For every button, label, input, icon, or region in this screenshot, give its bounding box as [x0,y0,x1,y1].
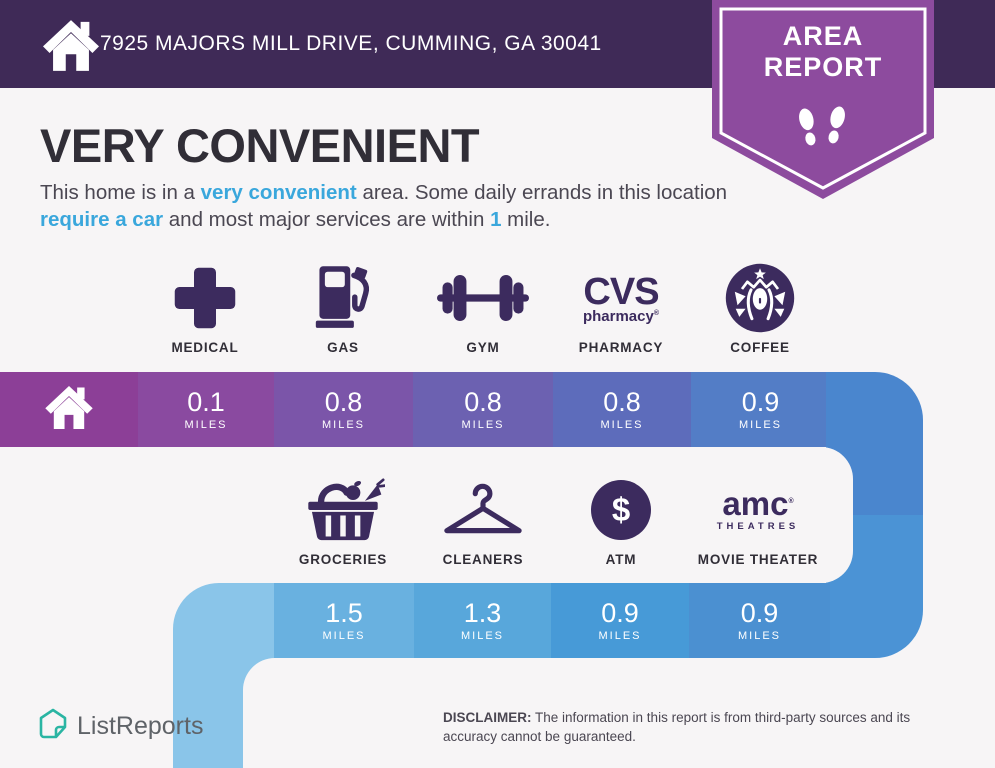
dumbbell-icon [437,258,529,338]
home-icon [43,20,99,76]
amenity-label: MEDICAL [171,340,239,355]
distance-unit: MILES [600,418,644,431]
highlight-require-a-car: require a car [40,208,164,231]
starbucks-siren-logo [724,258,796,338]
amenity-label: ATM [605,552,637,567]
distance-segment-gym: 0.8 MILES [413,372,553,447]
badge-line2: REPORT [763,52,883,82]
distance-segment-medical: 0.1 MILES [138,372,274,447]
description-text: This home is in a [40,181,201,204]
property-address: 7925 MAJORS MILL DRIVE, CUMMING, GA 3004… [100,32,602,55]
distance-unit: MILES [738,418,782,431]
distance-segment-cleaners: 1.3 MILES [414,583,551,658]
listreports-logo: ListReports [38,708,203,745]
disclaimer-text: The information in this report is from t… [443,710,911,744]
amenity-groceries: GROCERIES [268,470,418,567]
amenity-atm: $ ATM [546,470,696,567]
cvs-logo-text: CVS [583,270,659,313]
distance-segment-gas: 0.8 MILES [274,372,413,447]
distance-segment-movie-theater: 0.9 MILES [689,583,830,658]
distance-value: 0.8 [464,386,502,417]
amenity-coffee: COFFEE [685,258,835,355]
listreports-logo-text: ListReports [77,712,204,740]
path-inner-notch-right [742,447,853,583]
home-icon [45,385,93,434]
amc-sub-text: THEATRES [716,520,800,532]
disclaimer: DISCLAIMER: The information in this repo… [443,708,958,746]
description-text: mile. [501,208,551,231]
amenity-label: COFFEE [730,340,790,355]
path-connector-right [826,372,923,658]
area-report-badge: AREA REPORT [712,0,934,200]
amenity-gas: GAS [268,258,418,355]
amenity-label: CLEANERS [442,552,524,567]
distance-value: 0.9 [601,597,639,628]
highlight-very-convenient: very convenient [200,181,357,204]
bar-home-segment [0,372,138,447]
distance-unit: MILES [321,418,365,431]
distance-unit: MILES [322,629,366,642]
distance-unit: MILES [460,629,504,642]
distance-value: 0.9 [741,386,780,417]
distance-value: 0.1 [187,386,225,417]
distance-value: 1.3 [463,597,502,628]
distance-value: 1.5 [325,597,363,628]
highlight-one: 1 [490,208,502,231]
description: This home is in a very convenient area. … [40,179,740,233]
distance-unit: MILES [184,418,228,431]
amenity-label: GROCERIES [298,552,388,567]
description-text: and most major services are within [163,208,491,231]
amenity-medical: MEDICAL [130,258,280,355]
cvs-pharmacy-logo: CVS pharmacy® [582,258,660,338]
footprints-icon [795,103,851,162]
distance-segment-groceries: 1.5 MILES [274,583,414,658]
dollar-sign: $ [611,491,631,528]
distance-segment-pharmacy: 0.8 MILES [553,372,691,447]
gas-pump-icon [314,258,372,338]
amenity-gym: GYM [408,258,558,355]
disclaimer-label: DISCLAIMER: [443,710,532,725]
amenity-label: GAS [327,340,359,355]
trademark-mark: ® [788,497,794,505]
distance-segment-atm: 0.9 MILES [551,583,689,658]
amenity-label: MOVIE THEATER [697,552,819,567]
amenity-cleaners: CLEANERS [408,470,558,567]
grocery-basket-icon [301,470,385,550]
distance-value: 0.9 [740,597,779,628]
cvs-sub-text: pharmacy [582,307,654,325]
path-inner-notch-bottom-left [243,658,383,768]
distance-value: 0.8 [324,386,363,417]
amc-theatres-logo: amc® THEATRES [717,470,800,550]
page-title: VERY CONVENIENT [40,119,480,172]
badge-line1: AREA [782,21,864,51]
description-text: area. Some daily errands in this locatio… [356,181,728,204]
amenity-label: GYM [466,340,500,355]
badge-title: AREA REPORT [712,21,934,83]
distance-unit: MILES [461,418,505,431]
amenity-pharmacy: CVS pharmacy® PHARMACY [546,258,696,356]
dollar-circle-icon: $ [591,470,651,550]
amenity-movie-theater: amc® THEATRES MOVIE THEATER [683,470,833,567]
distance-unit: MILES [737,629,781,642]
distance-segment-coffee: 0.9 MILES [691,372,830,447]
trademark-mark: ® [653,309,660,317]
amenity-label: PHARMACY [578,340,664,355]
amc-logo-text: amc [722,484,789,522]
distance-value: 0.8 [603,386,641,417]
medical-cross-icon [172,258,238,338]
distance-unit: MILES [598,629,642,642]
listreports-house-icon [38,708,68,745]
clothes-hanger-icon [440,470,526,550]
